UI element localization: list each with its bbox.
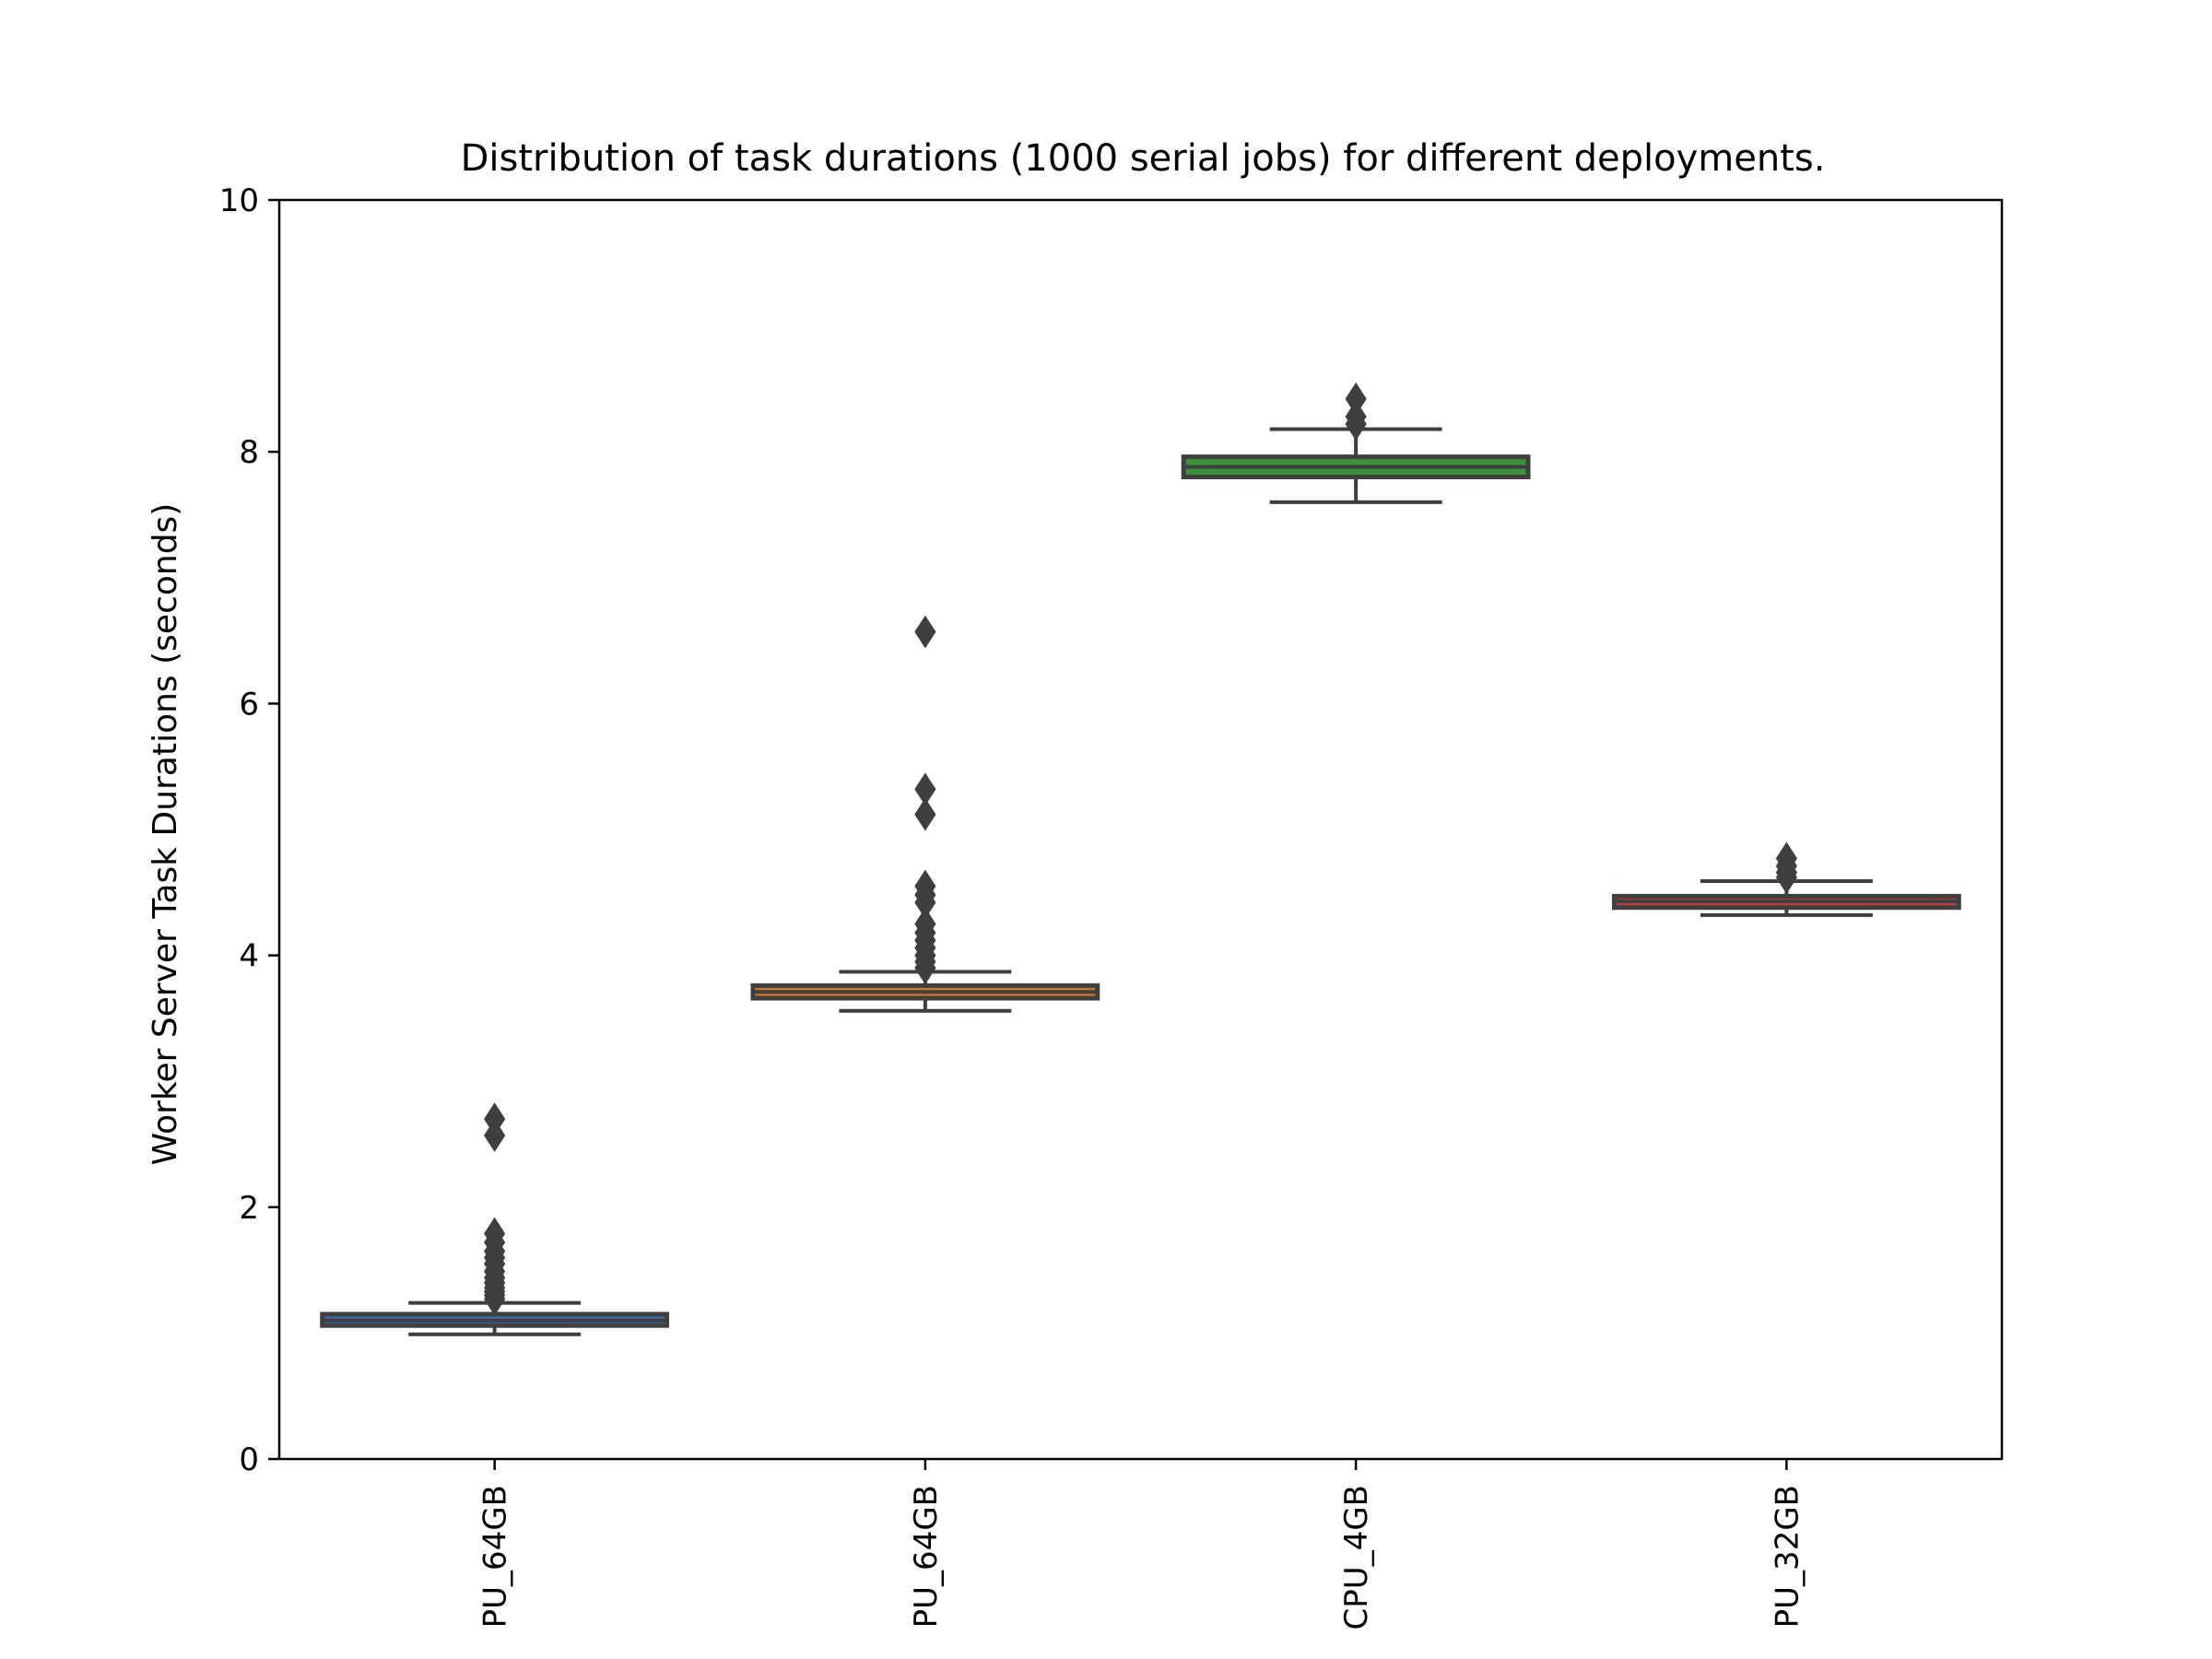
outlier-point bbox=[484, 1102, 506, 1136]
plot-area bbox=[320, 382, 1961, 1336]
x-tick-label: PU_64GB bbox=[477, 1485, 514, 1628]
outlier-point bbox=[914, 615, 936, 649]
x-tick-label: CPU_4GB bbox=[1338, 1485, 1375, 1630]
x-tick-label: PU_32GB bbox=[1769, 1485, 1806, 1628]
axes: 0 2 4 6 8 10 PU_64GB PU_64GB CPU_4GB PU_32GB bbox=[219, 182, 1806, 1630]
box-group bbox=[1611, 841, 1961, 917]
box-group bbox=[320, 1102, 670, 1336]
outlier-point bbox=[1345, 400, 1367, 433]
outlier-point bbox=[914, 797, 936, 831]
plot-frame bbox=[277, 198, 2004, 1461]
y-tick-label: 6 bbox=[239, 686, 259, 723]
y-tick-label: 0 bbox=[239, 1441, 259, 1478]
outlier-point bbox=[914, 869, 936, 903]
x-tick-label: PU_64GB bbox=[908, 1485, 945, 1628]
outlier-point bbox=[914, 907, 936, 941]
y-tick-label: 2 bbox=[239, 1190, 259, 1227]
y-axis-title: Worker Server Task Durations (seconds) bbox=[147, 503, 184, 1166]
y-tick-label: 8 bbox=[239, 434, 259, 471]
y-tick-label: 10 bbox=[219, 182, 259, 219]
box-group bbox=[750, 615, 1100, 1013]
outlier-point bbox=[914, 772, 936, 806]
box-group bbox=[1181, 382, 1531, 504]
chart-title: Distribution of task durations (1000 ser… bbox=[461, 137, 1826, 180]
outlier-point bbox=[1775, 841, 1797, 876]
y-tick-label: 4 bbox=[239, 938, 259, 975]
outlier-point bbox=[1345, 382, 1367, 416]
outlier-point bbox=[484, 1217, 506, 1251]
